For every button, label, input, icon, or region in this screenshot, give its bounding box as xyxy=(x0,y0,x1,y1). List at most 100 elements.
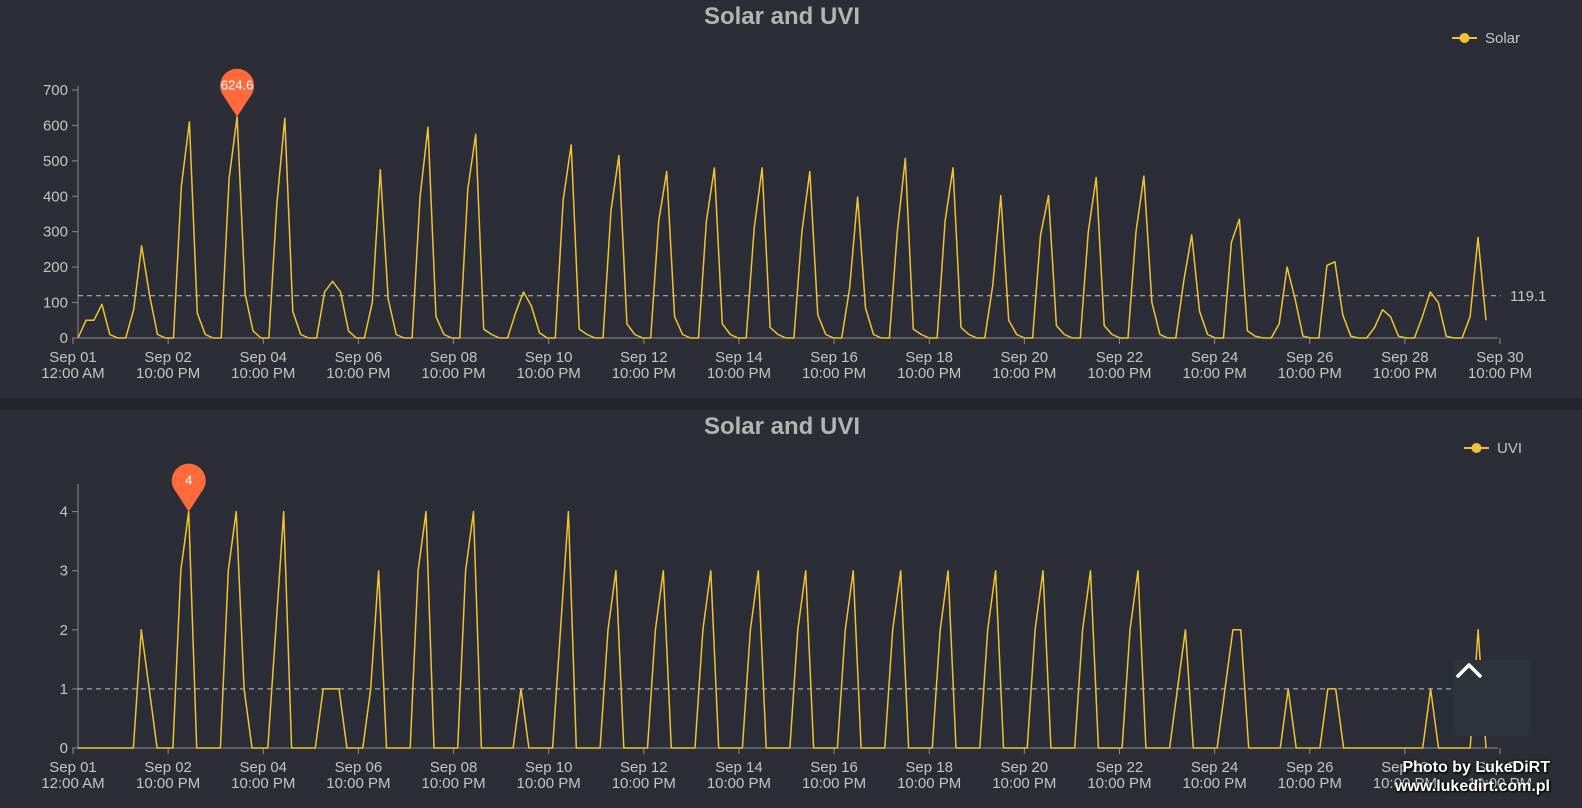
x-tick-label-date: Sep 18 xyxy=(905,759,953,776)
x-tick-label-date: Sep 02 xyxy=(144,759,192,776)
x-tick-label-time: 10:00 PM xyxy=(707,365,771,382)
y-tick-label: 2 xyxy=(60,622,68,639)
x-tick-label-time: 10:00 PM xyxy=(897,365,961,382)
y-tick-label: 200 xyxy=(43,259,68,276)
y-tick-label: 1 xyxy=(60,681,68,698)
y-tick-label: 0 xyxy=(60,330,68,347)
x-tick-label-date: Sep 22 xyxy=(1096,349,1144,366)
x-tick-label-time: 10:00 PM xyxy=(612,365,676,382)
y-tick-label: 0 xyxy=(60,740,68,757)
x-tick-label-date: Sep 30 xyxy=(1476,759,1524,776)
y-tick-label: 500 xyxy=(43,153,68,170)
max-marker-label: 624.6 xyxy=(221,78,254,93)
x-tick-label-time: 10:00 PM xyxy=(1373,775,1437,792)
x-tick-label-date: Sep 10 xyxy=(525,759,573,776)
panel-divider xyxy=(0,398,1582,410)
watermark-line1: Photo by LukeDiRT xyxy=(1402,759,1550,776)
x-tick-label-date: Sep 28 xyxy=(1381,349,1429,366)
chart-title: Solar and UVI xyxy=(704,3,860,30)
y-tick-label: 400 xyxy=(43,188,68,205)
x-tick-label-time: 10:00 PM xyxy=(897,775,961,792)
max-value-marker: 4 xyxy=(171,463,206,512)
y-tick-label: 700 xyxy=(43,82,68,99)
x-tick-label-date: Sep 04 xyxy=(239,759,287,776)
x-tick-label-time: 10:00 PM xyxy=(1182,775,1246,792)
x-tick-label-date: Sep 20 xyxy=(1001,349,1049,366)
x-tick-label-time: 10:00 PM xyxy=(421,365,485,382)
x-tick-label-date: Sep 01 xyxy=(49,349,97,366)
chart-title: Solar and UVI xyxy=(704,413,860,440)
x-tick-label-date: Sep 22 xyxy=(1096,759,1144,776)
x-tick-label-date: Sep 24 xyxy=(1191,759,1239,776)
x-tick-label-date: Sep 12 xyxy=(620,759,668,776)
legend-label: UVI xyxy=(1497,440,1522,457)
x-tick-label-time: 10:00 PM xyxy=(326,365,390,382)
x-tick-label-time: 10:00 PM xyxy=(612,775,676,792)
x-tick-label-time: 12:00 AM xyxy=(41,775,104,792)
x-tick-label-date: Sep 02 xyxy=(144,349,192,366)
solar-chart-panel: Solar and UVI Solar 0 100 200 300 400 500 600 700… xyxy=(0,0,1582,398)
mean-line-label: 119.1 xyxy=(1510,288,1546,305)
x-tick-label-date: Sep 16 xyxy=(810,349,858,366)
solar-chart: Solar and UVI Solar 0 100 200 300 400 500 600 700… xyxy=(41,3,1546,382)
x-tick-label-time: 10:00 PM xyxy=(1087,365,1151,382)
legend-dot-icon xyxy=(1459,33,1470,43)
series-line-uvi xyxy=(78,510,1487,749)
x-tick-label-date: Sep 30 xyxy=(1476,349,1524,366)
max-value-marker: 624.6 xyxy=(220,68,255,117)
x-tick-label-time: 10:00 PM xyxy=(802,365,866,382)
x-tick-label-time: 10:00 PM xyxy=(136,365,200,382)
y-tick-label: 300 xyxy=(43,224,68,241)
x-tick-label-date: Sep 04 xyxy=(239,349,287,366)
x-tick-label-time: 10:00 PM xyxy=(231,365,295,382)
x-tick-label-time: 10:00 PM xyxy=(517,365,581,382)
chevron-up-icon xyxy=(1456,663,1482,678)
y-tick-label: 100 xyxy=(43,295,68,312)
x-tick-label-time: 10:00 PM xyxy=(992,775,1056,792)
x-tick-label-time: 10:00 PM xyxy=(802,775,866,792)
uvi-chart-panel: Solar and UVI UVI 0 1 2 3 4 Sep 01 12:00 AM Sep 0… xyxy=(0,410,1582,808)
max-marker-pin-icon xyxy=(171,463,206,512)
x-tick-label-date: Sep 14 xyxy=(715,349,763,366)
x-tick-label-date: Sep 08 xyxy=(430,759,478,776)
x-tick-label-time: 10:00 PM xyxy=(231,775,295,792)
x-tick-label-date: Sep 08 xyxy=(430,349,478,366)
x-tick-label-time: 10:00 PM xyxy=(136,775,200,792)
x-tick-label-time: 10:00 PM xyxy=(1278,775,1342,792)
x-tick-label-date: Sep 01 xyxy=(49,759,97,776)
watermark: Photo by LukeDiRT www.lukedirt.com.pl xyxy=(1395,758,1550,796)
x-tick-label-date: Sep 18 xyxy=(905,349,953,366)
legend-label: Solar xyxy=(1485,30,1520,47)
x-tick-label-date: Sep 14 xyxy=(715,759,763,776)
x-tick-label-date: Sep 16 xyxy=(810,759,858,776)
x-tick-label-date: Sep 24 xyxy=(1191,349,1239,366)
max-marker-label: 4 xyxy=(185,473,192,488)
x-tick-label-date: Sep 12 xyxy=(620,349,668,366)
x-tick-label-time: 10:00 PM xyxy=(1087,775,1151,792)
x-tick-label-date: Sep 06 xyxy=(335,349,383,366)
x-tick-label-date: Sep 28 xyxy=(1381,759,1429,776)
legend-dot-icon xyxy=(1471,443,1482,453)
x-tick-label-time: 10:00 PM xyxy=(1182,365,1246,382)
scroll-to-top-button[interactable] xyxy=(1454,660,1530,736)
x-tick-label-date: Sep 26 xyxy=(1286,759,1334,776)
x-tick-label-time: 10:00 PM xyxy=(1468,775,1532,792)
x-tick-label-time: 10:00 PM xyxy=(326,775,390,792)
x-tick-label-date: Sep 10 xyxy=(525,349,573,366)
x-tick-label-time: 10:00 PM xyxy=(1373,365,1437,382)
x-tick-label-time: 10:00 PM xyxy=(707,775,771,792)
watermark-line2: www.lukedirt.com.pl xyxy=(1395,778,1550,795)
x-tick-label-date: Sep 20 xyxy=(1001,759,1049,776)
x-tick-label-time: 10:00 PM xyxy=(992,365,1056,382)
y-tick-label: 3 xyxy=(60,563,68,580)
x-tick-label-time: 10:00 PM xyxy=(1468,365,1532,382)
x-tick-label-time: 12:00 AM xyxy=(41,365,104,382)
x-tick-label-date: Sep 06 xyxy=(335,759,383,776)
x-tick-label-date: Sep 26 xyxy=(1286,349,1334,366)
y-tick-label: 4 xyxy=(60,504,68,521)
x-tick-label-time: 10:00 PM xyxy=(517,775,581,792)
y-tick-label: 600 xyxy=(43,117,68,134)
max-marker-pin-icon xyxy=(220,68,255,117)
x-tick-label-time: 10:00 PM xyxy=(421,775,485,792)
